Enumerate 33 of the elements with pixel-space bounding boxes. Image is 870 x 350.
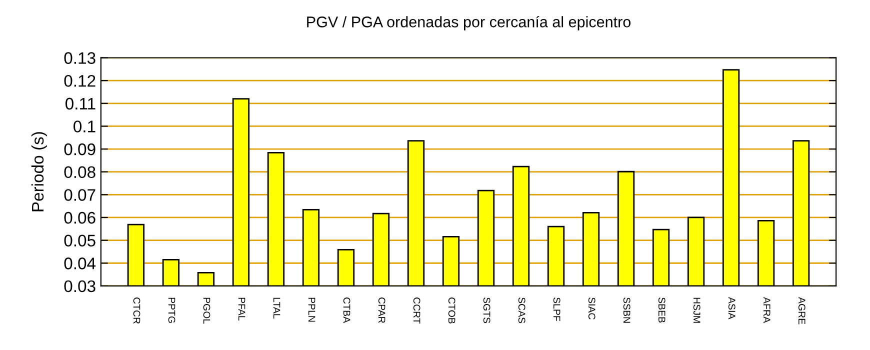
y-tick-label: 0.03 [64,280,96,292]
x-tick-label: PFAL [238,298,246,321]
x-tick-label: SSBN [623,298,630,323]
x-tick-label: SIAC [588,298,596,320]
x-tick-label: SBEB [658,298,666,322]
x-tick-label: CPAR [378,298,386,323]
chart-title: PGV / PGA ordenadas por cercanía al epicentro [307,16,630,30]
x-tick-label: CTCR [133,298,140,324]
y-tick-label: 0.09 [64,143,96,156]
x-tick-label: CTOB [448,298,456,324]
x-tick-label: SLPF [553,298,560,321]
y-axis-title: Periodo (s) [31,132,47,212]
x-tick-label: HSJM [693,298,700,323]
x-tick-label: PGOL [203,298,210,324]
y-tick-label: 0.04 [64,258,96,270]
y-tick-label: 0.05 [64,234,96,247]
y-tick-label: 0.11 [66,98,96,110]
x-tick-label: LTAL [273,298,280,319]
x-tick-label: PPLN [308,298,316,322]
y-tick-label: 0.06 [64,212,96,224]
x-tick-label: CTBA [343,298,350,323]
y-tick-label: 0.13 [64,52,96,64]
x-tick-label: ASIA [728,297,736,320]
y-tick-label: 0.1 [74,120,96,132]
y-tick-label: 0.12 [64,74,96,87]
x-tick-label: AFRA [764,297,770,323]
x-tick-label: SCAS [518,298,526,324]
x-tick-label: AGRE [798,297,806,324]
y-tick-label: 0.08 [64,166,96,178]
x-tick-label: CCRT [413,298,420,324]
x-tick-label: PPTG [168,298,176,323]
x-tick-label: SGTS [483,298,490,324]
y-tick-label: 0.07 [64,189,96,201]
